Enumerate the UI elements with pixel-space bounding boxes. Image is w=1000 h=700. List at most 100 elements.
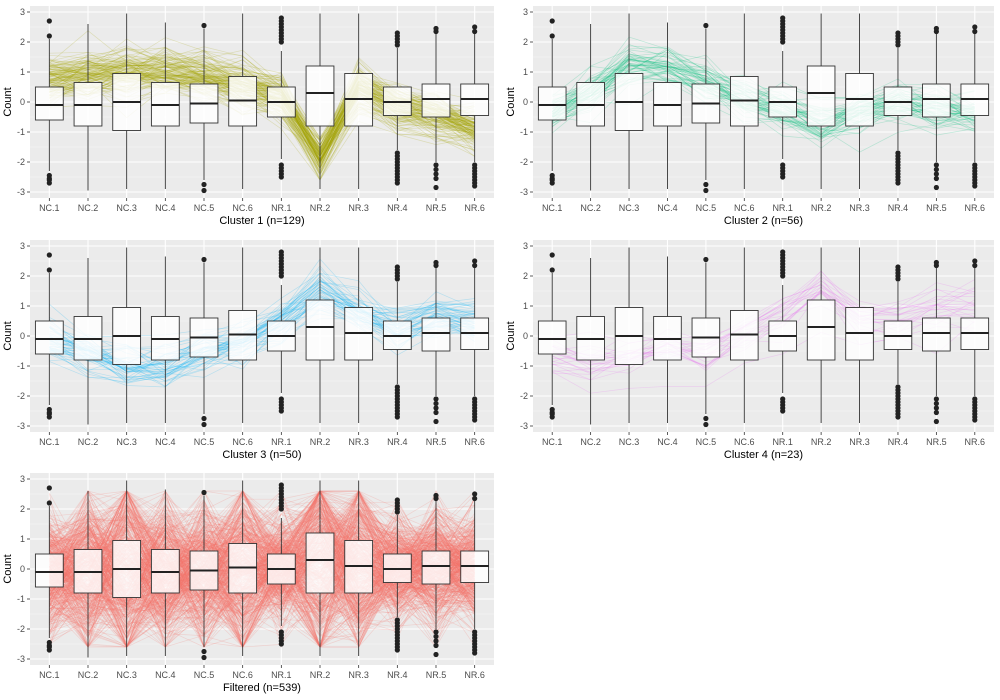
profile-line [49, 528, 475, 635]
profile-line [48, 501, 475, 648]
profile-line [48, 499, 475, 619]
x-tick-label: NC.4 [657, 203, 678, 213]
boxplot-NC.3 [614, 13, 644, 189]
x-tick-label: NR.6 [464, 437, 485, 447]
y-tick-label: -2 [17, 157, 25, 167]
profile-line [49, 491, 475, 648]
boxplot-NR.1 [768, 249, 797, 414]
profile-line [552, 36, 975, 114]
profile-line [48, 507, 475, 638]
outlier-point [201, 181, 207, 188]
profile-line [49, 284, 475, 374]
panel-2: -3 -2 -1 0 1 2 3 NC.1 NC.2 NC.3 NC.4 NC.5 NC.6 NR.1 NR… [505, 6, 994, 227]
profile-line [49, 503, 475, 603]
outlier-point [933, 166, 939, 173]
box-iqr [537, 320, 567, 355]
profile-line [48, 490, 476, 649]
profile-line [49, 541, 475, 629]
boxplot-NC.6 [228, 13, 258, 189]
profile-line [49, 508, 475, 578]
x-tick-label: NC.3 [116, 437, 137, 447]
profile-line [49, 526, 475, 610]
outlier-point [201, 415, 207, 422]
profile-line [49, 490, 475, 617]
outlier-point [933, 259, 939, 266]
x-tick-label: NR.4 [387, 203, 408, 213]
boxplot-NC.2 [73, 491, 103, 658]
profile-line [49, 532, 475, 647]
profile-line [49, 490, 475, 631]
outlier-point [895, 30, 901, 36]
profile-line [49, 507, 475, 648]
outlier-point [703, 256, 709, 263]
outlier-point [472, 183, 478, 189]
y-tick-label: 3 [20, 474, 25, 484]
outlier-point [972, 258, 978, 264]
x-tick-label: NR.1 [271, 670, 292, 680]
x-tick-label: NC.2 [78, 203, 99, 213]
y-tick-label: 0 [523, 331, 528, 341]
outlier-point [201, 22, 207, 29]
profile-line [48, 545, 475, 639]
profile-line [49, 515, 475, 621]
x-tick-label: NC.4 [155, 203, 176, 213]
boxplot-NR.5 [922, 25, 951, 191]
boxplot-NR.5 [421, 25, 451, 191]
x-tick-label: NR.2 [310, 437, 331, 447]
x-tick-label: NC.4 [657, 437, 678, 447]
box-iqr [922, 83, 951, 118]
y-tick-label: -2 [520, 157, 528, 167]
boxplot-NC.3 [112, 247, 142, 423]
profile-line [49, 522, 475, 609]
outlier-point [433, 418, 439, 425]
profile-line [49, 550, 475, 636]
x-tick-label: NC.5 [696, 203, 717, 213]
profile-line [49, 490, 475, 597]
x-tick-label: NR.6 [464, 670, 485, 680]
x-tick-label: NC.3 [116, 203, 137, 213]
outlier-point [433, 259, 439, 266]
box-iqr [922, 317, 951, 352]
y-tick-label: 0 [20, 97, 25, 107]
outlier-point [201, 648, 207, 655]
outlier-point [433, 171, 439, 177]
profile-line [49, 490, 475, 647]
outlier-point [46, 414, 52, 420]
boxplot-NR.4 [382, 497, 412, 653]
boxplot-NR.2 [305, 13, 335, 189]
boxplot-NR.3 [344, 480, 374, 656]
outlier-point [549, 18, 555, 24]
outlier-point [394, 264, 400, 270]
x-tick-label: NR.1 [271, 203, 292, 213]
profile-line [49, 517, 475, 638]
outlier-point [933, 418, 939, 425]
outlier-point [46, 485, 52, 491]
profile-line [49, 513, 475, 618]
profile-line [48, 511, 475, 648]
y-tick-label: -1 [520, 361, 528, 371]
profile-line [49, 490, 475, 648]
boxplot-NC.4 [150, 256, 180, 423]
profile-line [49, 490, 475, 636]
profile-line [49, 494, 475, 648]
profile-line [49, 509, 475, 626]
outlier-point [46, 647, 52, 653]
outlier-point [933, 396, 939, 402]
outlier-point [549, 267, 555, 273]
outlier-point [433, 405, 439, 411]
outlier-point [972, 28, 978, 35]
profile-line [49, 517, 475, 617]
boxplot-NR.4 [883, 264, 913, 420]
outlier-point [549, 180, 555, 186]
x-tick-label: NR.4 [387, 437, 408, 447]
x-tick-label: NC.6 [232, 437, 253, 447]
y-tick-label: -3 [17, 187, 25, 197]
boxplot-NC.5 [189, 22, 219, 194]
outlier-point [46, 267, 52, 273]
profile-line [49, 60, 475, 169]
profile-line [49, 524, 475, 619]
outlier-point [780, 408, 786, 414]
y-axis-title: Count [505, 321, 517, 350]
x-tick-label: NR.4 [888, 203, 909, 213]
outlier-point [433, 400, 439, 407]
